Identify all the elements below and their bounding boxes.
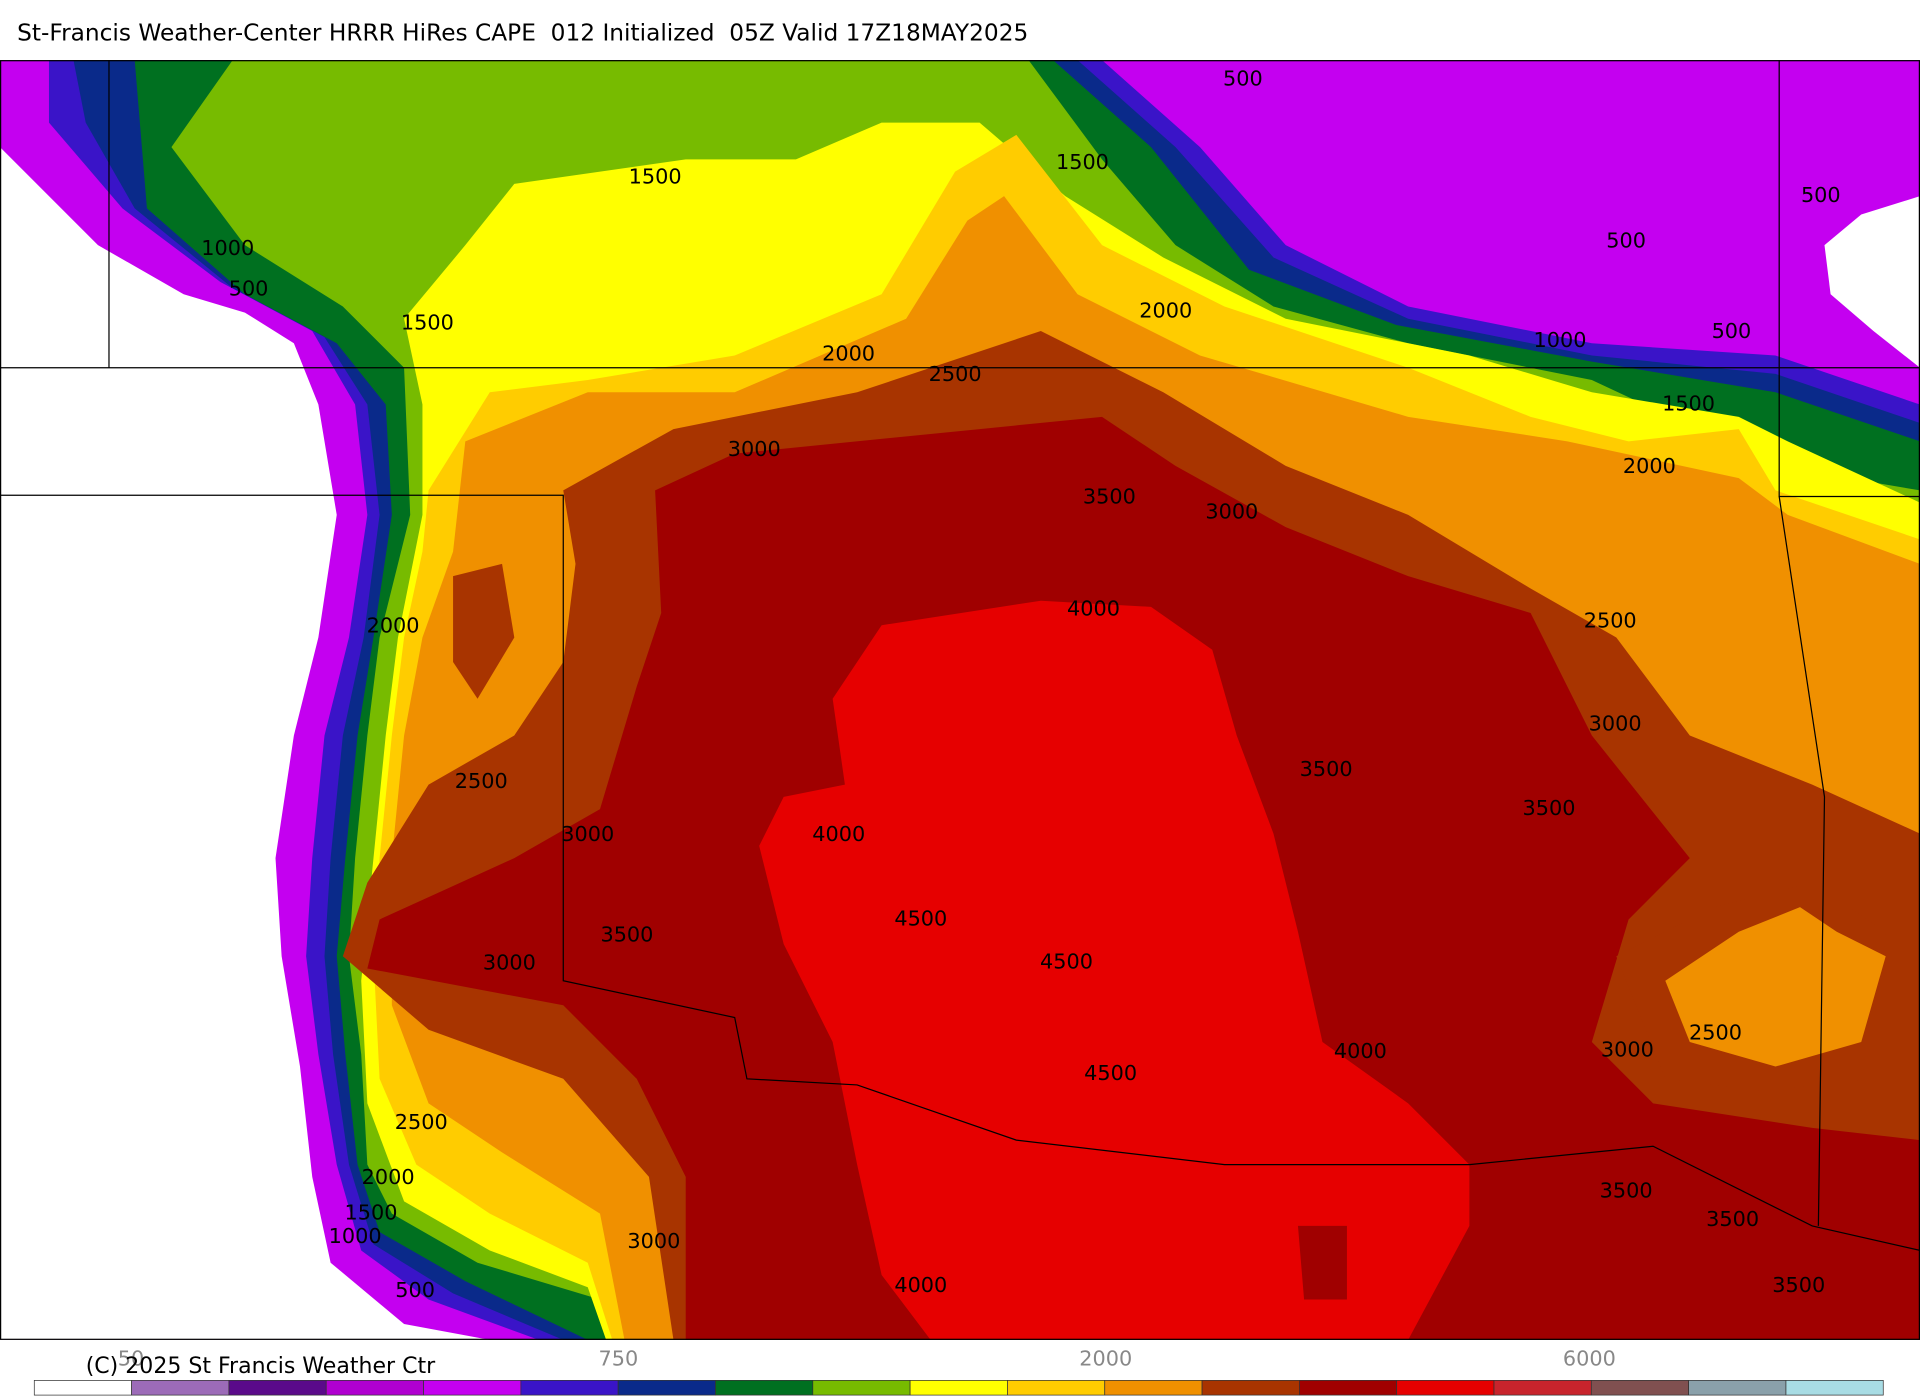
colorbar-label: 750: [599, 1347, 639, 1371]
contour-label: 1500: [345, 1201, 398, 1225]
contour-label: 2500: [395, 1110, 448, 1134]
field-brown-pocket: [453, 563, 515, 699]
colorbar-label: 6000: [1563, 1347, 1616, 1371]
contour-label: 4500: [1040, 949, 1093, 973]
colorbar-swatch: [325, 1380, 424, 1396]
colorbar-swatch: [131, 1380, 230, 1396]
border: [0, 494, 1920, 1252]
field-dark-red-pocket: [1297, 1225, 1347, 1300]
cape-field: [0, 60, 1920, 1340]
contour-label: 3500: [600, 922, 653, 946]
contour-label: 1000: [1534, 328, 1587, 352]
contour-label: 3500: [1772, 1273, 1825, 1297]
contour-label: 1500: [629, 165, 682, 189]
contour-labels: 500 1500 1500 500 1000 500 500 1500 2000 1000 500 2…: [201, 67, 1840, 1302]
contour-label: 1500: [1662, 392, 1715, 416]
contour-label: 2000: [1623, 454, 1676, 478]
contour-label: 2500: [929, 362, 982, 386]
colorbar-label: 2000: [1079, 1347, 1132, 1371]
ocean: [0, 147, 490, 1340]
contour-label: 3500: [1300, 757, 1353, 781]
contour-label: 3000: [561, 822, 614, 846]
contour-label: 2000: [822, 341, 875, 365]
colorbar-swatch: [520, 1380, 619, 1396]
colorbar-swatch: [1104, 1380, 1203, 1396]
border: [1778, 496, 1826, 1226]
contour-label: 3500: [1706, 1207, 1759, 1231]
field-orange-east: [1665, 907, 1886, 1067]
contour-label: 3000: [1601, 1038, 1654, 1062]
colorbar-swatch: [228, 1380, 327, 1396]
colorbar-swatch: [1785, 1380, 1884, 1396]
contour-label: 2000: [362, 1165, 415, 1189]
contour-label: 4500: [1084, 1061, 1137, 1085]
colorbar: 50 750 2000 6000: [33, 1347, 1884, 1396]
contour-label: 4000: [812, 822, 865, 846]
contour-label: 3000: [627, 1229, 680, 1253]
title: St-Francis Weather-Center HRRR HiRes CAP…: [17, 19, 1028, 46]
contour-label: 500: [1223, 67, 1263, 91]
colorbar-swatch: [423, 1380, 522, 1396]
contour-label: 1500: [401, 311, 454, 335]
map-frame: [0, 60, 1920, 1340]
contour-label: 4000: [894, 1273, 947, 1297]
colorbar-swatch: [1396, 1380, 1495, 1396]
contour-label: 4000: [1067, 596, 1120, 620]
contour-label: 500: [1712, 319, 1752, 343]
contour-label: 3500: [1600, 1179, 1653, 1203]
copyright: (C) 2025 St Francis Weather Ctr: [86, 1354, 436, 1379]
colorbar-swatch: [1493, 1380, 1592, 1396]
contour-label: 3000: [483, 951, 536, 975]
colorbar-swatch: [909, 1380, 1008, 1396]
contour-label: 3500: [1523, 796, 1576, 820]
lake: [1824, 196, 1920, 368]
colorbar-swatch: [812, 1380, 911, 1396]
contour-label: 1500: [1056, 150, 1109, 174]
colorbar-swatch: [1299, 1380, 1398, 1396]
contour-label: 3000: [1205, 499, 1258, 523]
colorbar-swatch: [1007, 1380, 1106, 1396]
contour-label: 500: [1606, 228, 1646, 252]
contour-label: 2500: [1689, 1020, 1742, 1044]
contour-label: 2000: [1139, 298, 1192, 322]
contour-label: 2500: [1584, 609, 1637, 633]
colorbar-swatch: [33, 1380, 132, 1396]
contour-label: 1000: [329, 1224, 382, 1248]
contour-label: 2000: [367, 613, 420, 637]
contour-label: 500: [395, 1278, 435, 1302]
field-red: [759, 600, 1470, 1340]
colorbar-swatch: [715, 1380, 814, 1396]
contour-label: 3500: [1083, 485, 1136, 509]
contour-label: 4000: [1334, 1039, 1387, 1063]
colorbar-label: 50: [118, 1347, 144, 1371]
contour-label: 3000: [728, 437, 781, 461]
contour-label: 4500: [894, 906, 947, 930]
contour-label: 1000: [201, 236, 254, 260]
borders: [0, 60, 1920, 1340]
contour-label: 3000: [1589, 712, 1642, 736]
colorbar-swatch: [617, 1380, 716, 1396]
colorbar-swatch: [1201, 1380, 1300, 1396]
contour-label: 500: [1801, 183, 1841, 207]
colorbar-swatch: [1590, 1380, 1690, 1396]
contour-label: 500: [229, 276, 269, 300]
colorbar-swatch: [1688, 1380, 1787, 1396]
contour-label: 2500: [455, 769, 508, 793]
